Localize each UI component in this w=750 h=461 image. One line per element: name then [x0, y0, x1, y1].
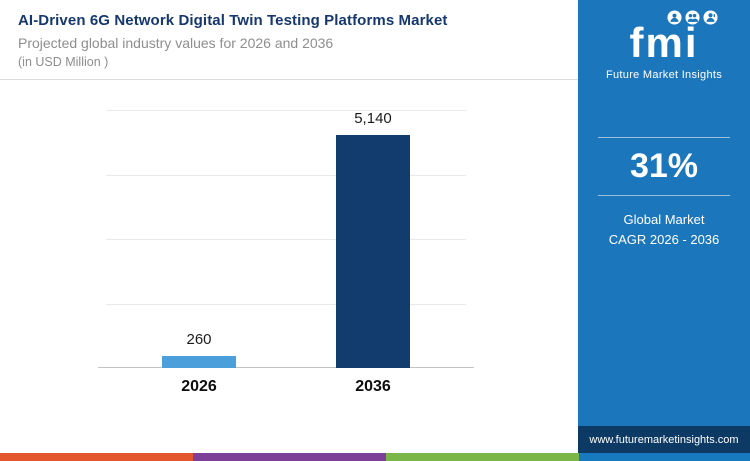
logo-text: fmi	[629, 19, 699, 66]
bar	[336, 135, 410, 368]
person-raising-hand-icon	[703, 10, 718, 25]
divider	[598, 195, 730, 196]
cagr-label: Global Market CAGR 2026 - 2036	[598, 210, 730, 249]
bar	[162, 355, 236, 368]
person-icon	[667, 10, 682, 25]
stripe-segment	[0, 453, 193, 461]
plot-area: 260 5,140	[98, 110, 474, 368]
cagr-value: 31%	[629, 147, 699, 185]
bottom-color-stripe	[0, 453, 750, 461]
gridline	[106, 174, 466, 176]
x-axis-line	[98, 367, 474, 368]
people-icon	[685, 10, 700, 25]
bar-chart: 260 5,140 2026 2036	[98, 110, 474, 396]
fmi-logo: fmi Future Market Insights	[606, 10, 722, 81]
cagr-block: 31% Global Market CAGR 2026 - 2036	[578, 137, 750, 249]
page-title: AI-Driven 6G Network Digital Twin Testin…	[18, 12, 448, 29]
gridline	[106, 303, 466, 305]
page-subtitle: Projected global industry values for 202…	[18, 35, 334, 51]
gridline	[106, 110, 466, 111]
sidebar-footer: www.futuremarketinsights.com	[578, 426, 750, 453]
brand-name: Future Market Insights	[605, 69, 723, 81]
stripe-segment	[386, 453, 579, 461]
x-tick-2026: 2026	[181, 378, 217, 395]
divider	[598, 137, 730, 138]
x-tick-2036: 2036	[355, 378, 391, 395]
bar-group-2036: 5,140	[327, 110, 419, 368]
logo-people-icons	[606, 10, 718, 25]
x-axis-labels: 2026 2036	[112, 378, 460, 396]
gridline	[106, 239, 466, 240]
chart-header: AI-Driven 6G Network Digital Twin Testin…	[0, 0, 578, 80]
cagr-label-line2: CAGR 2026 - 2036	[608, 231, 720, 247]
sidebar: fmi Future Market Insights 31% Global Ma…	[578, 0, 750, 453]
stripe-segment	[579, 453, 750, 461]
bar-value-label: 260	[186, 330, 212, 348]
unit-label: (in USD Million )	[18, 55, 109, 69]
stripe-segment	[193, 453, 386, 461]
bar-group-2026: 260	[153, 110, 245, 368]
bar-value-label: 5,140	[354, 110, 392, 127]
website-url: www.futuremarketinsights.com	[589, 433, 739, 446]
chart-panel: AI-Driven 6G Network Digital Twin Testin…	[0, 0, 578, 396]
cagr-label-line1: Global Market	[623, 212, 705, 227]
bars: 260 5,140	[112, 110, 460, 368]
